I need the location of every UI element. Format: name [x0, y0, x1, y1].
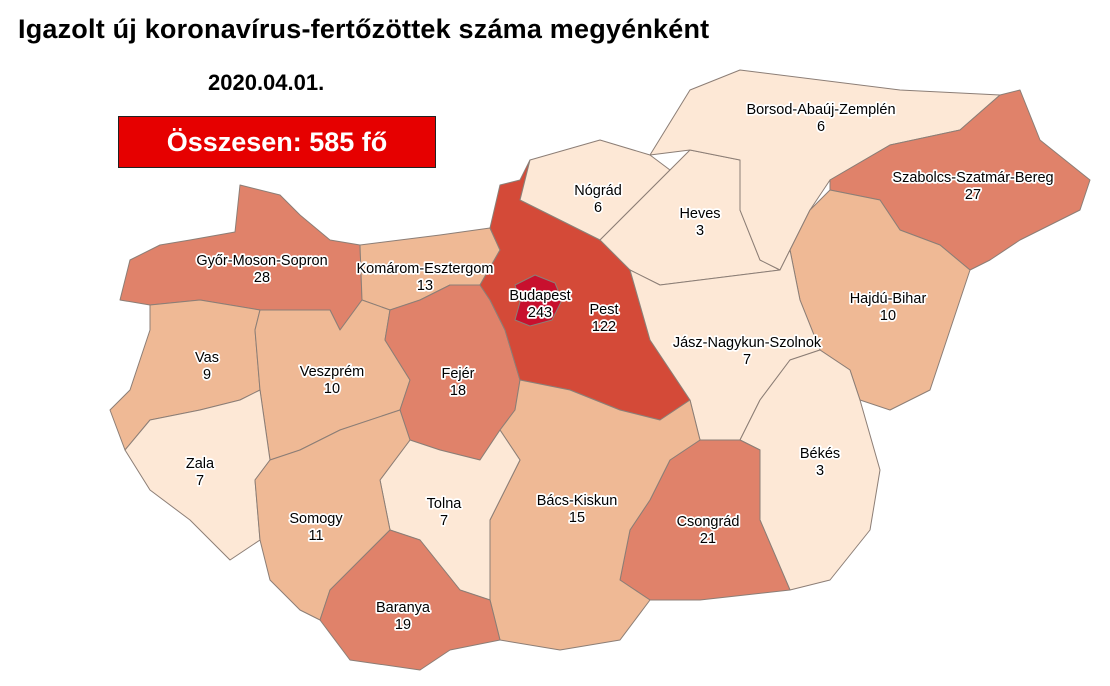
county-name: Vas [195, 350, 219, 366]
county-name: Baranya [376, 600, 431, 616]
county-budapest [514, 274, 563, 327]
county-value: 15 [569, 510, 585, 526]
county-name: Budapest [509, 288, 570, 304]
county-name: Komárom-Esztergom [357, 261, 494, 277]
total-count-label: Összesen: 585 fő [166, 126, 388, 157]
county-value: 7 [196, 473, 204, 489]
county-name: Tolna [427, 496, 463, 512]
county-name: Békés [800, 446, 840, 462]
county-value: 11 [308, 528, 323, 544]
county-name: Győr-Moson-Sopron [196, 253, 327, 269]
county-value: 6 [594, 200, 602, 216]
county-value: 10 [324, 381, 340, 397]
county-name: Hajdú-Bihar [850, 291, 927, 307]
county-value: 28 [254, 270, 270, 286]
county-value: 18 [450, 383, 466, 399]
county-value: 122 [592, 319, 616, 335]
county-value: 243 [528, 305, 552, 321]
county-name: Szabolcs-Szatmár-Bereg [892, 170, 1053, 186]
county-name: Csongrád [677, 514, 740, 530]
county-value: 3 [816, 463, 824, 479]
map-title: Igazolt új koronavírus-fertőzöttek száma… [18, 14, 710, 44]
county-value: 7 [440, 513, 448, 529]
county-borsod-abauj-zemplen [649, 69, 1001, 271]
county-value: 3 [696, 223, 704, 239]
county-value: 13 [417, 278, 433, 294]
county-name: Veszprém [300, 364, 364, 380]
county-name: Jász-Nagykun-Szolnok [673, 335, 822, 351]
county-value: 21 [700, 531, 716, 547]
county-value: 10 [880, 308, 896, 324]
county-baranya [319, 529, 501, 671]
county-name: Bács-Kiskun [537, 493, 618, 509]
county-name: Heves [679, 206, 720, 222]
map-date: 2020.04.01. [208, 70, 325, 95]
county-name: Fejér [441, 366, 474, 382]
total-count-box: Összesen: 585 fő [118, 116, 436, 168]
county-value: 19 [395, 617, 411, 633]
county-value: 9 [203, 367, 211, 383]
county-name: Zala [186, 456, 215, 472]
county-name: Somogy [289, 511, 343, 527]
county-value: 6 [817, 119, 825, 135]
county-value: 7 [743, 352, 751, 368]
county-name: Nógrád [574, 183, 622, 199]
county-name: Pest [589, 302, 618, 318]
county-value: 27 [965, 187, 981, 203]
county-name: Borsod-Abaúj-Zemplén [746, 102, 895, 118]
